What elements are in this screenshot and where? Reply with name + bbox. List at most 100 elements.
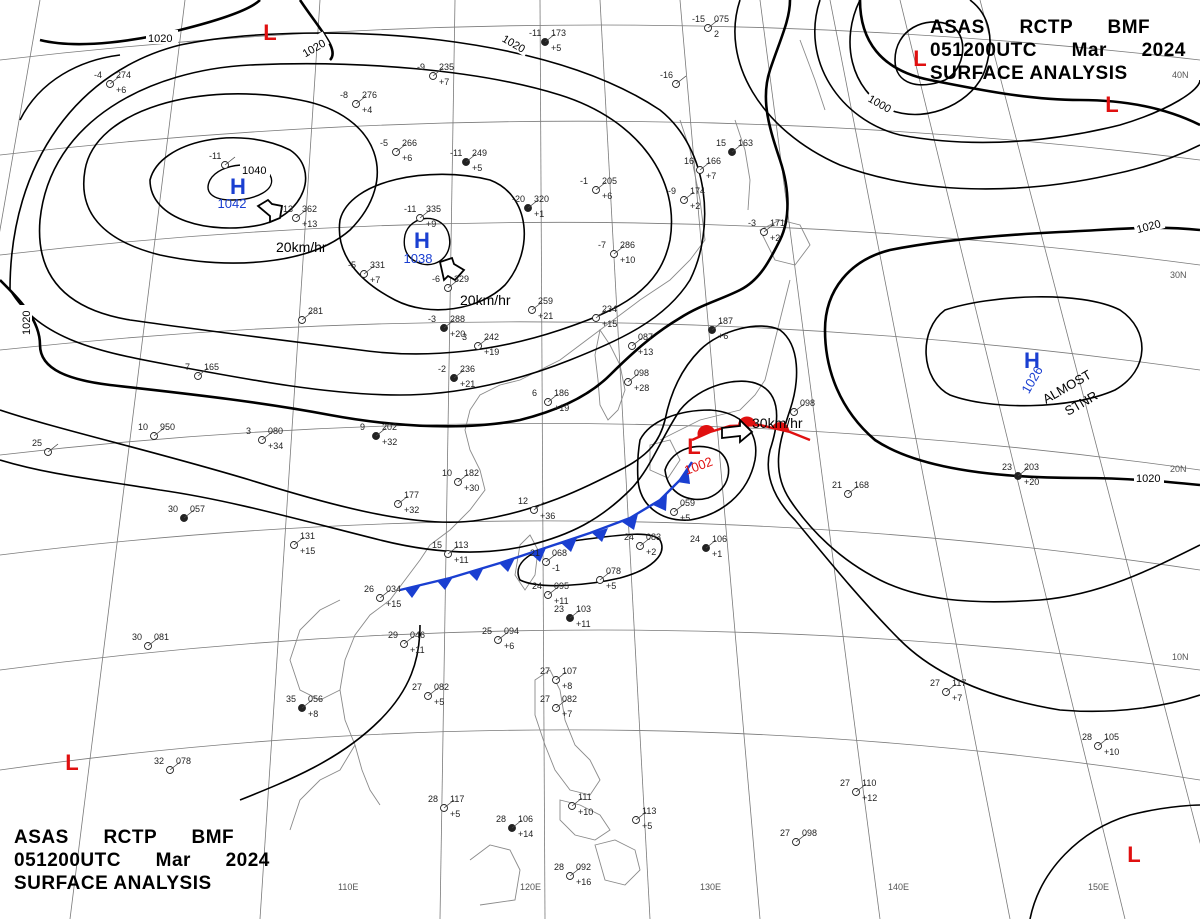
coastline-borneo (469, 844, 521, 906)
station-plot: 3 242 +19 (462, 332, 499, 357)
wind-barb (699, 161, 711, 171)
station-pressure: 083 (646, 532, 661, 542)
station-pressure: 092 (576, 862, 591, 872)
station-temperature: 10 (442, 468, 452, 478)
station-temperature: 27 (840, 778, 850, 788)
station-temperature: 32 (154, 756, 164, 766)
station-temperature: 27 (930, 678, 940, 688)
station-plot: 29 046 +11 (388, 630, 425, 655)
lat-label: 40N (1172, 70, 1189, 80)
station-plot: -11 249 +5 (450, 148, 487, 173)
wind-barb (443, 319, 455, 329)
station-tendency: +1 (534, 209, 544, 219)
wind-barb (375, 427, 387, 437)
station-temperature: 24 (690, 534, 700, 544)
station-plot: 24 095 +11 (532, 581, 569, 606)
station-temperature: -5 (380, 138, 388, 148)
wind-barb (639, 537, 651, 547)
coastline-kyushu (649, 439, 681, 479)
longitude-line-145e (899, 0, 1126, 919)
station-plot: -8 276 +4 (340, 90, 377, 115)
station-pressure: 276 (362, 90, 377, 100)
coastline-mindanao (594, 839, 641, 886)
wind-barb (631, 337, 643, 347)
station-temperature: -3 (428, 314, 436, 324)
station-tendency: +7 (370, 275, 380, 285)
station-plot: 6 186 +19 (532, 388, 569, 413)
header-line-2: 051200UTC Mar 2024 (14, 850, 270, 871)
wind-barb (447, 279, 459, 289)
wind-barb (547, 393, 559, 403)
cold-front-line (399, 461, 693, 592)
station-pressure: 046 (410, 630, 425, 640)
station-pressure: 098 (802, 828, 817, 838)
motion-arrow-low (721, 417, 754, 444)
motion-speed: 30km/hr (752, 415, 803, 431)
station-pressure: 113 (642, 806, 656, 816)
station-pressure: 166 (706, 156, 721, 166)
station-pressure: 274 (116, 70, 131, 80)
wind-barb (379, 589, 391, 599)
lon-label: 110E (338, 882, 358, 892)
station-pressure: 320 (534, 194, 549, 204)
isobar-1000 (849, 0, 991, 116)
wind-barb (453, 369, 465, 379)
station-tendency: +5 (680, 513, 690, 523)
station-plot: 10 950 (138, 422, 175, 440)
isobar-1016 (0, 325, 1200, 603)
station-temperature: 28 (1082, 732, 1092, 742)
station-temperature: 35 (286, 694, 296, 704)
station-plot: -15 075 2 (692, 14, 729, 39)
station-tendency: +36 (540, 511, 555, 521)
station-pressure: 163 (738, 138, 753, 148)
station-temperature: 25 (482, 626, 492, 636)
wind-barb (793, 403, 805, 413)
wind-barb (527, 199, 539, 209)
station-temperature: -13 (280, 204, 293, 214)
motion-arrow-1042 (256, 198, 284, 224)
station-plot: 098 +28 (624, 368, 649, 393)
station-plot: -9 174 +2 (668, 186, 705, 211)
station-temperature: 12 (518, 496, 528, 506)
station-plot: 35 056 +8 (286, 694, 323, 719)
station-temperature: 6 (532, 388, 537, 398)
station-plot: 28 105 +10 (1082, 732, 1119, 757)
station-plot: -20 320 +1 (512, 194, 549, 219)
wind-barb (395, 143, 407, 153)
station-tendency: +20 (450, 329, 465, 339)
wind-barb (301, 311, 313, 321)
station-temperature: 15 (716, 138, 726, 148)
station-tendency: 2 (714, 29, 719, 39)
station-plot: 25 094 +6 (482, 626, 519, 651)
station-plot: 098 (790, 398, 815, 416)
coastline-indochina (289, 599, 356, 831)
wind-barb (683, 191, 695, 201)
station-tendency: +5 (434, 697, 444, 707)
station-plot: -4 274 +6 (94, 70, 131, 95)
station-plot: 30 081 (132, 632, 169, 650)
wind-barb (397, 495, 409, 505)
low-center-southwest: L (65, 750, 78, 775)
station-temperature: -1 (580, 176, 588, 186)
station-tendency: +6 (402, 153, 412, 163)
coastline-korea (594, 328, 626, 421)
station-plot: 32 078 (154, 756, 191, 774)
low-center-northeast: L (913, 46, 926, 71)
header-line-3: SURFACE ANALYSIS (930, 63, 1128, 84)
station-pressure: 106 (518, 814, 533, 824)
longitude-line-105e (69, 0, 186, 919)
motion-speed: 20km/hr (460, 292, 511, 308)
wind-barb (545, 553, 557, 563)
station-plot: 16 166 +7 (684, 156, 721, 181)
isobar-1020-west (0, 0, 792, 428)
station-tendency: +28 (634, 383, 649, 393)
station-tendency: +4 (362, 105, 372, 115)
station-temperature: -20 (512, 194, 525, 204)
station-plot: 177 +32 (394, 490, 419, 515)
isobar-1020-north[interactable] (39, 0, 261, 46)
station-pressure: 174 (690, 186, 705, 196)
wind-barb (731, 143, 743, 153)
longitude-line-125e (599, 0, 651, 919)
isobar-1032-west-outer (19, 54, 121, 121)
station-pressure: 236 (460, 364, 475, 374)
